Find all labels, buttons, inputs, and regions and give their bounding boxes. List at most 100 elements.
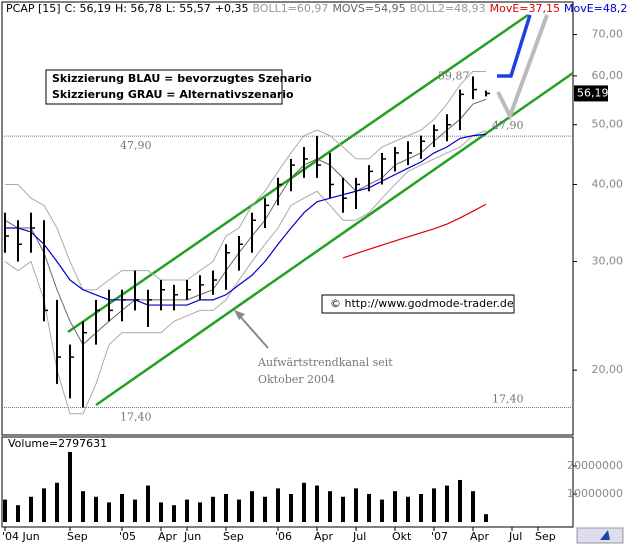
- x-tick-label: Okt: [392, 530, 412, 543]
- volume-bar: [458, 479, 462, 522]
- header-item: BOLL2=48,93: [410, 2, 486, 15]
- volume-bar: [42, 488, 46, 522]
- volume-bar: [120, 493, 124, 522]
- x-tick-label: Jun: [183, 530, 201, 543]
- channel-label: Oktober 2004: [258, 373, 335, 386]
- peak-label: 59,87: [438, 69, 470, 82]
- volume-tick-label: 20000000: [567, 459, 623, 472]
- volume-bar: [354, 488, 358, 522]
- volume-bar: [250, 491, 254, 522]
- volume-bar: [484, 514, 488, 522]
- scenario-gray: [496, 14, 549, 122]
- x-tick-label: Apr: [158, 530, 178, 543]
- volume-bar: [3, 499, 7, 522]
- last-price-label: 56,19: [577, 86, 609, 99]
- volume-bar: [406, 496, 410, 522]
- pointer-arrow-head: [234, 310, 245, 320]
- pointer-arrow: [237, 313, 269, 349]
- corner-icon-mark: [600, 530, 610, 540]
- y-tick-label: 20,00: [592, 363, 624, 376]
- header-item: L: 55,57: [166, 2, 211, 15]
- volume-bar: [328, 491, 332, 522]
- indicator-line: [4, 98, 487, 346]
- volume-bar: [94, 496, 98, 522]
- volume-bar: [445, 485, 449, 522]
- corner-icon: [576, 527, 624, 544]
- level-label: 17,40: [120, 410, 152, 423]
- volume-bar: [341, 496, 345, 522]
- volume-bar: [224, 493, 228, 522]
- volume-bar: [471, 491, 475, 522]
- copyright-box: [321, 294, 515, 314]
- volume-tick-label: 10000000: [567, 487, 623, 500]
- note-box: [45, 69, 283, 105]
- x-tick-label: '07: [431, 530, 448, 543]
- volume-bar: [133, 499, 137, 522]
- header-item: PCAP [15]: [6, 2, 61, 15]
- volume-bar: [419, 493, 423, 522]
- indicator-line: [4, 130, 487, 415]
- volume-bar: [302, 482, 306, 522]
- volume-bar: [146, 485, 150, 522]
- volume-bar: [315, 485, 319, 522]
- x-tick-label: '05: [119, 530, 136, 543]
- header-item: BOLL1=60,97: [252, 2, 328, 15]
- y-tick-label: 50,00: [592, 118, 624, 131]
- volume-bar: [185, 499, 189, 522]
- copyright: © http://www.godmode-trader.de: [330, 297, 514, 310]
- y-tick-label: 30,00: [592, 255, 624, 268]
- x-tick-label: '06: [275, 530, 292, 543]
- indicator-line: [5, 70, 487, 291]
- volume-bar: [289, 493, 293, 522]
- x-tick-label: Apr: [470, 530, 490, 543]
- note: Skizzierung BLAU = bevorzugtes Szenario: [52, 72, 312, 85]
- volume-bar: [211, 496, 215, 522]
- volume-bar: [68, 451, 72, 522]
- x-tick-label: Jul: [352, 530, 366, 543]
- scenario-blue: [497, 14, 532, 78]
- volume-bar: [237, 499, 241, 522]
- level-label: 47,90: [492, 119, 524, 132]
- volume-bar: [81, 491, 85, 522]
- y-tick-label: 60,00: [592, 69, 624, 82]
- channel-lower: [95, 71, 574, 407]
- volume-bar: [367, 493, 371, 522]
- header-item: MovE=37,15: [490, 2, 560, 15]
- indicator-line: [342, 203, 487, 259]
- note: Skizzierung GRAU = Alternativszenario: [52, 88, 294, 101]
- x-tick-label: Jul: [508, 530, 522, 543]
- volume-pane: [1, 436, 574, 528]
- last-price-box: [574, 85, 608, 102]
- volume-bar: [263, 496, 267, 522]
- x-tick-label: '04 Jun: [2, 530, 40, 543]
- volume-title: Volume=2797631: [8, 437, 107, 450]
- x-tick-label: Sep: [223, 530, 244, 543]
- volume-bar: [380, 499, 384, 522]
- header-item: H: 56,78: [115, 2, 162, 15]
- volume-bar: [172, 505, 176, 522]
- x-tick-label: Sep: [67, 530, 88, 543]
- volume-bar: [393, 491, 397, 522]
- volume-bar: [107, 502, 111, 522]
- indicator-line: [5, 133, 487, 306]
- header-item: +0,35: [215, 2, 249, 15]
- header-item: MovE=48,22: [564, 2, 627, 15]
- header-item: MOVS=54,95: [332, 2, 405, 15]
- volume-bar: [159, 502, 163, 522]
- volume-bar: [432, 488, 436, 522]
- channel-upper: [67, 13, 529, 334]
- y-tick-label: 40,00: [592, 177, 624, 190]
- channel-label: Aufwärtstrendkanal seit: [257, 356, 393, 369]
- level-label: 17,40: [492, 392, 524, 405]
- price-pane: [1, 1, 574, 436]
- y-tick-label: 70,00: [592, 28, 624, 41]
- volume-bar: [198, 502, 202, 522]
- volume-bar: [276, 488, 280, 522]
- volume-bar: [16, 505, 20, 522]
- volume-bar: [55, 482, 59, 522]
- header-item: C: 56,19: [65, 2, 111, 15]
- volume-bar: [29, 496, 33, 522]
- x-tick-label: Sep: [535, 530, 556, 543]
- level-label: 47,90: [120, 139, 152, 152]
